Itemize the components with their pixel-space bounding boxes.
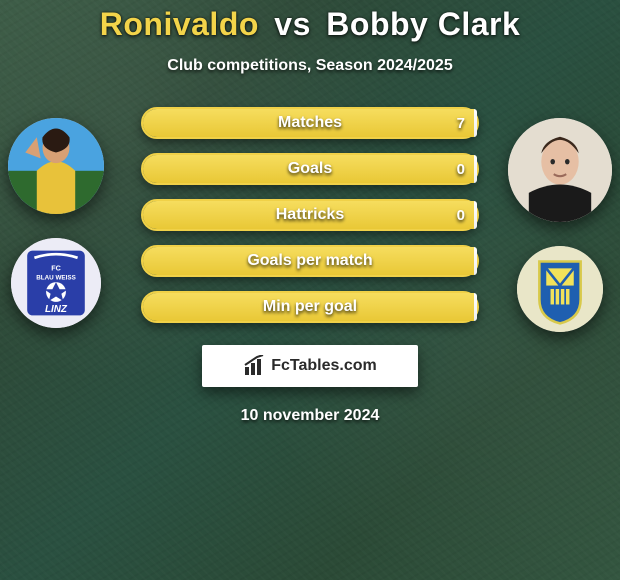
bar-fill-right bbox=[474, 155, 477, 183]
stat-bar-matches: Matches 7 bbox=[141, 107, 479, 139]
player2-club-crest bbox=[517, 246, 603, 332]
brand-box: FcTables.com bbox=[202, 345, 418, 387]
date-line: 10 november 2024 bbox=[0, 407, 620, 425]
bar-fill-right bbox=[474, 247, 477, 275]
svg-text:BLAU WEISS: BLAU WEISS bbox=[36, 274, 76, 281]
bar-fill-right bbox=[474, 201, 477, 229]
player1-club-crest: FC BLAU WEISS LINZ bbox=[11, 238, 101, 328]
svg-text:FC: FC bbox=[51, 263, 61, 272]
bar-fill-right bbox=[474, 293, 477, 321]
player2-avatar bbox=[508, 118, 612, 222]
subtitle: Club competitions, Season 2024/2025 bbox=[0, 57, 620, 75]
bar-fill-right bbox=[474, 109, 477, 137]
brand-text: FcTables.com bbox=[271, 357, 377, 375]
bar-fill-left bbox=[143, 155, 474, 183]
bar-fill-left bbox=[143, 201, 474, 229]
title-player1: Ronivaldo bbox=[100, 6, 259, 42]
stat-bar-hattricks: Hattricks 0 bbox=[141, 199, 479, 231]
page-title: Ronivaldo vs Bobby Clark bbox=[0, 0, 620, 43]
stat-bar-min-per-goal: Min per goal bbox=[141, 291, 479, 323]
stat-bar-goals: Goals 0 bbox=[141, 153, 479, 185]
svg-text:LINZ: LINZ bbox=[45, 304, 68, 315]
bar-fill-left bbox=[143, 109, 474, 137]
title-player2: Bobby Clark bbox=[326, 6, 520, 42]
title-vs: vs bbox=[274, 6, 311, 42]
left-column: FC BLAU WEISS LINZ bbox=[8, 118, 104, 328]
right-column bbox=[508, 118, 612, 332]
player1-avatar bbox=[8, 118, 104, 214]
stat-bars: Matches 7 Goals 0 Hattricks 0 Goals per … bbox=[141, 107, 479, 323]
bar-fill-left bbox=[143, 247, 474, 275]
stat-bar-goals-per-match: Goals per match bbox=[141, 245, 479, 277]
bar-chart-icon bbox=[243, 355, 267, 377]
bar-fill-left bbox=[143, 293, 474, 321]
